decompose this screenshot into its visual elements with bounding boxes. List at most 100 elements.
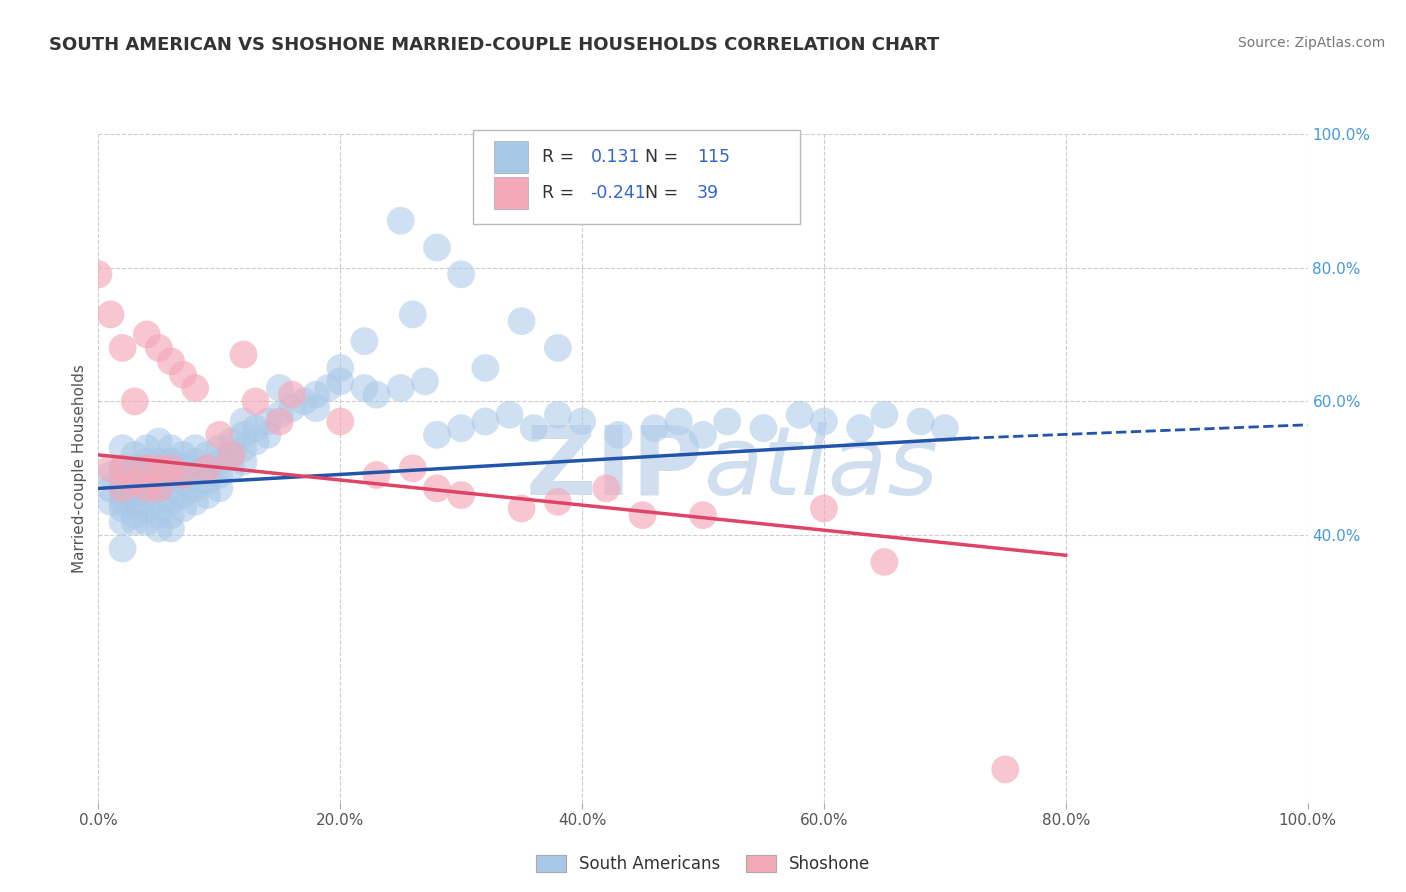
Point [934,421,956,435]
Point [135,501,157,516]
Point [221,448,243,462]
Point [426,241,449,255]
Point [135,515,157,529]
Point [148,455,170,469]
Text: 115: 115 [697,148,730,166]
Point [111,482,134,496]
Point [184,467,207,482]
Point [172,368,194,382]
Point [111,488,134,502]
Point [135,488,157,502]
Point [692,427,714,442]
Point [595,482,617,496]
Point [148,494,170,508]
Point [195,475,218,489]
Bar [494,141,527,173]
Point [172,501,194,516]
Point [160,467,183,482]
Point [124,461,146,475]
Point [160,442,183,455]
Point [389,381,412,395]
Point [124,467,146,482]
Point [111,515,134,529]
Point [124,508,146,523]
Point [184,442,207,455]
Point [184,455,207,469]
Point [692,508,714,523]
Point [256,427,278,442]
Text: ZIP: ZIP [524,422,703,515]
Point [87,268,110,282]
Point [510,314,533,328]
Point [135,475,157,489]
Point [571,414,593,429]
Point [148,482,170,496]
Point [450,488,472,502]
Point [135,442,157,455]
Point [498,408,520,422]
Text: 0.131: 0.131 [591,148,640,166]
Point [124,475,146,489]
Point [124,494,146,508]
Point [195,461,218,475]
Point [208,427,231,442]
Text: N =: N = [645,148,678,166]
Point [208,482,231,496]
Point [329,414,352,429]
Point [135,455,157,469]
Point [245,434,267,449]
Point [111,501,134,516]
Point [873,408,896,422]
Point [813,414,835,429]
Point [510,501,533,516]
Point [160,494,183,508]
Point [160,521,183,535]
Point [523,421,546,435]
Point [316,381,339,395]
Point [221,434,243,449]
Point [172,488,194,502]
Point [124,475,146,489]
Point [111,461,134,475]
Point [111,541,134,556]
Point [631,508,654,523]
Point [281,387,304,401]
Point [644,421,666,435]
Point [221,461,243,475]
Point [716,414,738,429]
Point [474,361,496,376]
Point [135,467,157,482]
Point [111,475,134,489]
Point [221,448,243,462]
Point [124,488,146,502]
Point [292,394,315,409]
Point [910,414,932,429]
Point [329,361,352,376]
Bar [494,177,527,209]
Text: 39: 39 [697,184,718,202]
Point [148,341,170,355]
Point [111,494,134,508]
Text: R =: R = [543,148,575,166]
Point [135,461,157,475]
Point [135,327,157,342]
Point [426,427,449,442]
Point [450,421,472,435]
Point [195,461,218,475]
Point [245,421,267,435]
Point [100,461,122,475]
Point [607,427,630,442]
Point [100,467,122,482]
Point [124,448,146,462]
Point [873,555,896,569]
Point [208,467,231,482]
Point [232,455,254,469]
Point [208,442,231,455]
Point [172,461,194,475]
Point [160,354,183,368]
FancyBboxPatch shape [474,130,800,224]
Point [111,461,134,475]
Point [172,475,194,489]
Point [208,455,231,469]
Point [195,488,218,502]
